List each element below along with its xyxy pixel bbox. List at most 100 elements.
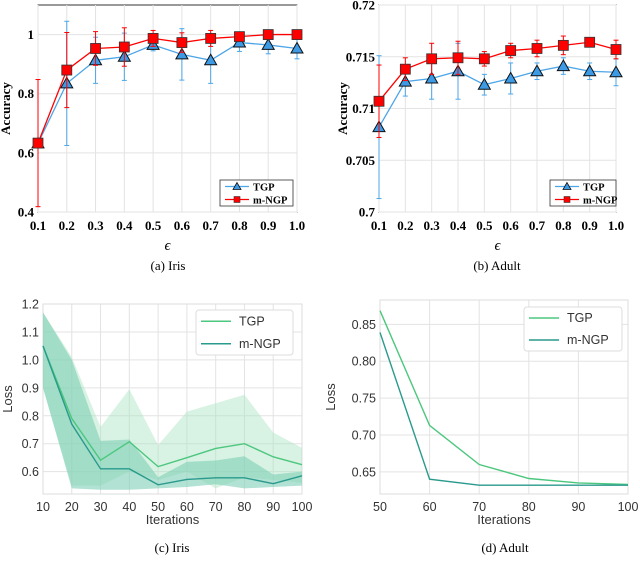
series-m-ngp <box>373 35 622 138</box>
data-point-square <box>205 33 217 44</box>
x-axis-label: Iterations <box>146 512 200 527</box>
x-tick-label: 80 <box>522 500 536 514</box>
x-tick-label: 90 <box>266 500 280 514</box>
y-axis-label: Accuracy <box>335 82 350 135</box>
legend-marker-square <box>233 196 241 203</box>
legend-label: m-NGP <box>239 337 281 351</box>
data-point-triangle <box>261 37 276 50</box>
y-tick-label: 1.0 <box>22 353 39 367</box>
legend-marker-triangle <box>562 181 572 190</box>
y-axis-label: Accuracy <box>0 82 13 135</box>
legend: TGP m-NGP <box>195 309 294 356</box>
data-point-square <box>584 36 596 48</box>
legend: TGP m-NGP <box>219 179 294 207</box>
data-point-triangle <box>290 41 304 54</box>
series-m-ngp <box>42 345 303 486</box>
data-point-square <box>557 39 569 51</box>
series-m-ngp <box>32 27 303 208</box>
data-point-triangle <box>503 71 518 84</box>
series-line <box>42 345 303 486</box>
x-tick-label: 0.9 <box>260 218 277 233</box>
data-point-triangle <box>175 47 189 60</box>
x-tick-label: 0.5 <box>145 218 162 233</box>
x-tick-label: 100 <box>618 500 639 514</box>
series-tgp <box>42 345 303 468</box>
data-point-triangle <box>582 64 597 77</box>
x-tick-label: 50 <box>373 500 387 514</box>
legend-label: m-NGP <box>567 333 609 347</box>
series-line <box>378 65 617 128</box>
data-point-square <box>373 95 385 107</box>
data-point-triangle <box>424 71 439 84</box>
series-tgp <box>379 310 629 486</box>
data-point-triangle <box>477 77 492 90</box>
y-tick-label: 0.71 <box>352 101 375 116</box>
data-point-square <box>531 43 543 54</box>
caption: (c) Iris <box>154 540 189 555</box>
x-tick-label: 0.6 <box>503 218 520 233</box>
data-point-square <box>399 63 411 75</box>
data-point-square <box>118 41 130 53</box>
y-tick-label: 0.70 <box>352 428 376 442</box>
data-point-square <box>90 43 101 54</box>
x-tick-label: 0.8 <box>555 218 572 233</box>
y-tick-label: 1 <box>28 27 35 42</box>
series-line <box>37 33 297 144</box>
x-tick-label: 70 <box>472 500 486 514</box>
series-line <box>378 41 617 102</box>
data-point-square <box>147 33 159 44</box>
y-tick-label: 0.9 <box>22 381 39 395</box>
panel-top-right: 0.1 0.2 0.3 0.4 0.5 0.6 0.7 0.8 0.9 1.0 0.7 0.705 0.… <box>335 0 624 273</box>
x-tick-label: 0.2 <box>59 218 75 233</box>
x-tick-label: 1.0 <box>608 218 624 233</box>
y-tick-label: 0.6 <box>18 145 35 160</box>
plot-frame <box>379 299 629 495</box>
y-axis-label: Loss <box>323 383 338 411</box>
data-point-triangle <box>556 59 571 72</box>
data-point-square <box>505 45 517 56</box>
y-axis-label: Loss <box>0 385 15 413</box>
legend-box <box>219 179 294 207</box>
data-point-triangle <box>203 53 218 66</box>
y-tick-label: 0.6 <box>22 465 39 479</box>
legend: TGP m-NGP <box>549 179 618 207</box>
panel-bottom-right: 50 60 70 80 90 100 0.65 0.70 0.75 0.80 0.85 Iterati… <box>323 299 639 555</box>
x-tick-label: 0.2 <box>397 218 413 233</box>
legend-label: TGP <box>567 311 593 325</box>
y-tick-label: 0.80 <box>352 355 376 369</box>
x-tick-label: 50 <box>151 500 165 514</box>
x-tick-label: 0.4 <box>450 218 467 233</box>
y-tick-label: 0.75 <box>352 392 376 406</box>
caption: (b) Adult <box>473 258 521 273</box>
x-tick-label: 0.3 <box>87 218 104 233</box>
x-axis-label: Iterations <box>477 512 531 527</box>
x-tick-label: 40 <box>122 500 136 514</box>
data-point-square <box>32 137 44 149</box>
x-tick-label: 60 <box>180 500 194 514</box>
x-tick-label: 60 <box>423 500 437 514</box>
x-tick-label: 0.1 <box>371 218 387 233</box>
x-axis-label: ϵ <box>164 238 171 254</box>
x-tick-label: 0.8 <box>231 218 248 233</box>
data-point-triangle <box>609 65 623 78</box>
confidence-band-m-ngp <box>43 312 302 490</box>
series-line <box>379 332 628 486</box>
series-line <box>42 345 303 468</box>
y-tick-label: 0.7 <box>359 205 376 220</box>
data-point-square <box>426 53 438 65</box>
data-point-square <box>61 64 73 76</box>
y-tick-label: 0.72 <box>352 0 375 13</box>
x-tick-label: 0.7 <box>203 218 220 233</box>
x-tick-label: 0.4 <box>116 218 133 233</box>
x-tick-label: 20 <box>65 500 79 514</box>
data-point-square <box>291 29 303 40</box>
y-tick-label: 0.85 <box>352 318 376 332</box>
x-tick-label: 90 <box>571 500 585 514</box>
y-tick-label: 0.7 <box>22 437 39 451</box>
data-point-square <box>610 44 622 55</box>
legend-label: m-NGP <box>583 196 618 207</box>
legend: TGP m-NGP <box>523 306 623 352</box>
panel-top-left: 0.1 0.2 0.3 0.4 0.5 0.6 0.7 0.8 0.9 1.0 0.4 0.6 0.8 1… <box>0 4 305 273</box>
x-tick-label: 0.9 <box>582 218 599 233</box>
